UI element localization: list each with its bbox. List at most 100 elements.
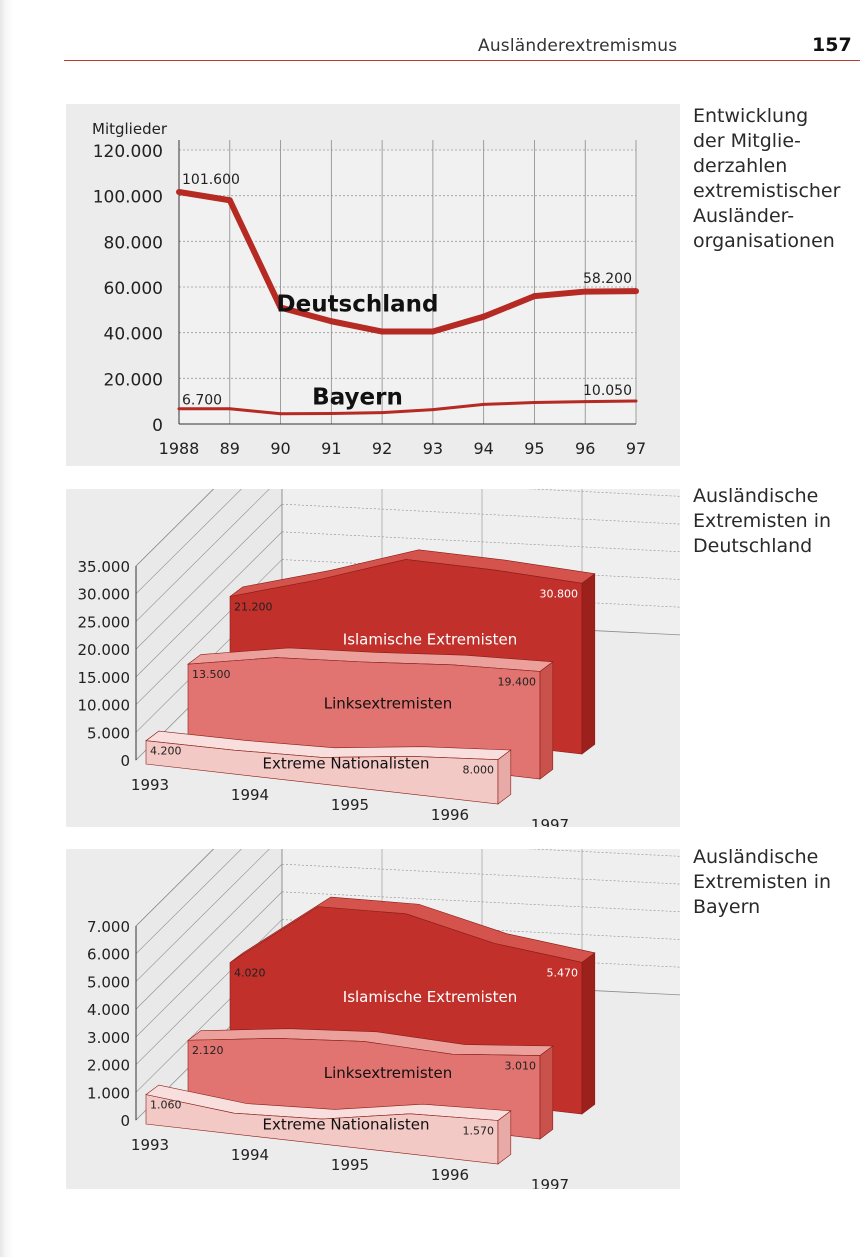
x-tick-label: 93 [423, 439, 443, 458]
value-label: 58.200 [583, 271, 632, 287]
caption-line: Extremisten in [693, 871, 832, 893]
y-tick-label: 20.000 [78, 641, 131, 659]
membership-line-chart: 0 20.000 40.000 60.000 80.000 100.000 120.000 1… [92, 120, 646, 458]
y-tick-label: 20.000 [104, 370, 163, 390]
data-point [328, 318, 335, 325]
x-tick-label: 89 [220, 439, 240, 458]
y-tick-label: 7.000 [87, 918, 130, 936]
caption-line: extremistischer [693, 180, 841, 202]
data-point [176, 189, 182, 196]
x-tick-label: 94 [473, 439, 493, 458]
x-tick-label: 96 [575, 439, 595, 458]
y-gridline [135, 863, 283, 1010]
caption-line: Extremisten in [693, 510, 832, 532]
ribbon-face-0 [145, 740, 499, 805]
y-tick-label: 40.000 [104, 325, 163, 345]
x-tick-label: 95 [524, 439, 544, 458]
y-axis-title: Mitglieder [92, 120, 168, 138]
data-point [532, 401, 536, 405]
y-gridline [135, 891, 283, 1038]
y-gridline [135, 489, 214, 567]
caption-line: Deutschland [693, 535, 813, 557]
x-tick-label: 1993 [131, 1136, 169, 1154]
value-label: 1.060 [150, 1099, 182, 1112]
data-point [277, 304, 284, 311]
x-tick-label: 1994 [231, 786, 269, 804]
x-tick-label: 1988 [159, 439, 200, 458]
value-label: 30.800 [540, 587, 579, 600]
y-tick-label: 6.000 [87, 946, 130, 964]
data-point [228, 407, 232, 411]
ribbon-side-0 [497, 749, 512, 805]
x-tick-label: 97 [626, 439, 646, 458]
value-label: 2.120 [192, 1044, 224, 1057]
series-label-deutschland: Deutschland [277, 292, 439, 318]
x-tick-label: 1993 [131, 776, 169, 794]
series-name-label: Islamische Extremisten [343, 988, 517, 1006]
value-label: 19.400 [498, 675, 537, 688]
ribbon-side-2 [581, 952, 596, 1115]
value-label: 4.200 [150, 745, 182, 758]
value-label: 5.470 [547, 966, 579, 979]
series-line-bayern [179, 399, 637, 416]
caption-membership: Entwicklung der Mitglie- derzahlen extre… [693, 104, 858, 254]
caption-line: Ausländische [693, 485, 819, 507]
x-tick-label: 1996 [431, 806, 469, 824]
y-gridline [135, 849, 214, 927]
y-gridline [135, 489, 270, 622]
caption-germany: Ausländische Extremisten in Deutschland [693, 484, 858, 559]
value-label: 1.570 [463, 1124, 495, 1137]
y-gridline [135, 559, 283, 705]
series-line-deutschland [178, 189, 637, 335]
caption-line: der Mitglie- [693, 130, 801, 152]
x-tick-label: 92 [372, 439, 392, 458]
running-header-title: Ausländerextremismus [478, 36, 678, 56]
value-label: 21.200 [234, 600, 273, 613]
y-tick-label: 80.000 [104, 233, 163, 253]
data-point [582, 288, 589, 295]
y-tick-label: 2.000 [87, 1057, 130, 1075]
y-tick-label: 100.000 [93, 188, 163, 208]
x-tick-label: 1994 [231, 1146, 269, 1164]
y-tick-label: 15.000 [78, 669, 131, 687]
y-tick-label: 30.000 [78, 586, 131, 604]
data-point [379, 328, 386, 335]
caption-line: Ausländer- [693, 205, 795, 227]
page-number: 157 [812, 34, 852, 56]
y-gridline [135, 531, 283, 678]
data-point [583, 400, 587, 404]
y-tick-label: 5.000 [87, 724, 130, 742]
x-tick-label: 90 [270, 439, 290, 458]
value-label: 3.010 [505, 1060, 537, 1073]
y-gridline [527, 489, 680, 497]
data-point [380, 411, 384, 415]
y-tick-label: 5.000 [87, 973, 130, 991]
y-tick-label: 35.000 [78, 558, 131, 576]
y-tick-label: 120.000 [93, 142, 163, 162]
caption-line: Ausländische [693, 846, 819, 868]
series-name-label: Extreme Nationalisten [262, 755, 429, 773]
y-tick-label: 0 [120, 752, 130, 770]
y-gridline [135, 489, 242, 594]
data-point [429, 328, 436, 335]
x-tick-label: 1996 [431, 1166, 469, 1184]
y-tick-label: 3.000 [87, 1029, 130, 1047]
caption-line: Bayern [693, 896, 761, 918]
y-tick-label: 0 [152, 416, 163, 436]
ribbon-side-1 [539, 1045, 554, 1140]
series-label-bayern: Bayern [312, 384, 403, 410]
series-name-label: Extreme Nationalisten [262, 1116, 429, 1134]
header-rule [64, 60, 860, 61]
ribbon-side-2 [581, 573, 596, 755]
caption-line: Entwicklung [693, 105, 809, 127]
ribbon-side-0 [497, 1110, 512, 1165]
series-name-label: Linksextremisten [324, 1064, 453, 1082]
series-name-label: Linksextremisten [324, 695, 453, 713]
germany-3d-area-chart: 0 5.000 10.000 15.000 20.000 25.000 30.000 35.0… [78, 489, 680, 827]
chart-panel-germany: 0 5.000 10.000 15.000 20.000 25.000 30.000 35.0… [66, 489, 680, 827]
value-label: 13.500 [192, 668, 231, 681]
y-tick-label: 1.000 [87, 1084, 130, 1102]
data-point [279, 412, 283, 416]
caption-line: organisationen [693, 230, 835, 252]
data-point [431, 408, 435, 412]
